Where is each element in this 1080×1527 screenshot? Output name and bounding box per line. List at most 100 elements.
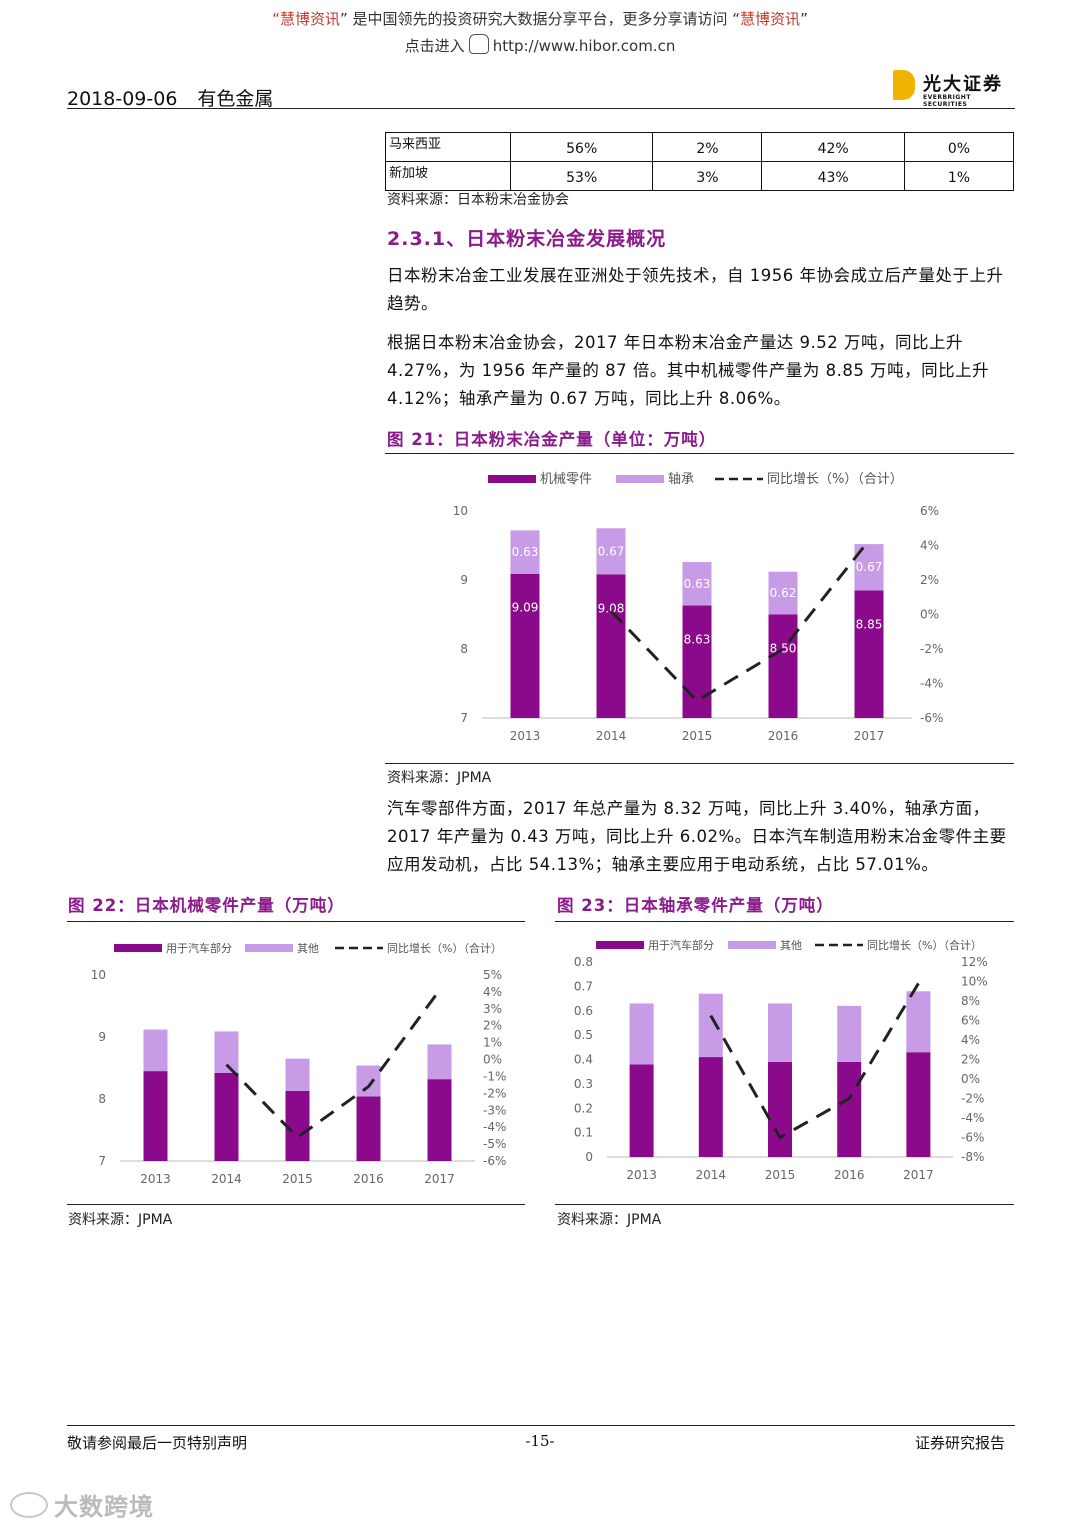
- bar-segment-dark: [143, 1071, 168, 1161]
- y-tick-label: 7: [460, 711, 468, 725]
- banner-brand[interactable]: 慧博资讯: [279, 10, 340, 28]
- banner-brand-2[interactable]: 慧博资讯: [740, 10, 801, 28]
- x-tick-label: 2016: [353, 1172, 384, 1186]
- y2-tick-label: -2%: [483, 1086, 506, 1100]
- report-sector: 有色金属: [197, 88, 274, 110]
- x-tick-label: 2014: [696, 1168, 727, 1182]
- legend-label: 其他: [297, 942, 319, 955]
- x-tick-label: 2016: [834, 1168, 865, 1182]
- y-tick-label: 7: [98, 1154, 106, 1168]
- bar-segment-dark: [768, 1061, 792, 1157]
- y2-tick-label: 2%: [961, 1053, 980, 1067]
- bar-data-label: 9.08: [598, 601, 625, 615]
- y-tick-label: 0.7: [574, 979, 593, 993]
- fig22-title: 图 22：日本机械零件产量（万吨）: [68, 896, 345, 915]
- y2-tick-label: -3%: [483, 1103, 506, 1117]
- table-cell: 56%: [509, 132, 654, 162]
- y2-tick-label: 1%: [483, 1036, 502, 1050]
- table-row: 新加坡 53% 3% 43% 1%: [385, 161, 1015, 191]
- bar-segment-light: [427, 1044, 452, 1080]
- fig21-chart: 机械零件 轴承 同比增长（%）（合计） 7 8 9 10 -6% -4% -2% 0% 2% 4% 6% 9…: [453, 472, 944, 743]
- y-tick-label: 0.1: [574, 1126, 593, 1140]
- legend-label: 轴承: [668, 472, 694, 487]
- y2-tick-label: 2%: [483, 1019, 502, 1033]
- bar-segment-dark: [356, 1096, 381, 1161]
- legend-swatch-dark: [596, 941, 644, 949]
- x-tick-label: 2016: [768, 729, 799, 743]
- y-tick-label: 0.2: [574, 1101, 593, 1115]
- y2-tick-label: -4%: [961, 1111, 984, 1125]
- page-number: -15-: [525, 1432, 555, 1450]
- banner-enter-text: 点击进入: [404, 37, 465, 55]
- fig22-source: 资料来源：JPMA: [68, 1212, 173, 1228]
- bar-segment-light: [596, 528, 626, 575]
- table-cell: 0%: [903, 132, 1015, 162]
- y2-tick-label: 6%: [961, 1014, 980, 1028]
- paragraph-1: 日本粉末冶金工业发展在亚洲处于领先技术，自 1956 年协会成立后产量处于上升趋…: [387, 266, 1004, 313]
- banner-text: ” 是中国领先的投资研究大数据分享平台，更多分享请访问 “: [339, 10, 741, 28]
- y-tick-label: 0.5: [574, 1028, 593, 1042]
- x-tick-label: 2015: [765, 1168, 796, 1182]
- legend-label: 用于汽车部分: [648, 938, 714, 952]
- yoy-growth-line: [225, 989, 441, 1140]
- y2-tick-label: 0%: [961, 1072, 980, 1086]
- bar-segment-light: [906, 991, 931, 1053]
- fig23-title: 图 23：日本轴承零件产量（万吨）: [557, 896, 834, 915]
- logo-text-cn: 光大证券: [923, 74, 1003, 95]
- paragraph-3: 汽车零部件方面，2017 年总产量为 8.32 万吨，同比上升 3.40%，轴承…: [387, 799, 1007, 874]
- bar-segment-light: [285, 1058, 310, 1091]
- legend-swatch-dark: [488, 475, 536, 483]
- legend-label: 机械零件: [540, 472, 592, 487]
- logo-mark-icon: [893, 70, 915, 100]
- report-date: 2018-09-06: [67, 88, 178, 110]
- x-tick-label: 2017: [854, 729, 885, 743]
- y2-tick-label: 6%: [920, 504, 939, 518]
- table-cell: 53%: [509, 161, 654, 191]
- watermark-logo-icon: [10, 1492, 48, 1518]
- pointer-hand-icon: [468, 34, 489, 54]
- paragraph-2: 根据日本粉末冶金协会，2017 年日本粉末冶金产量达 9.52 万吨，同比上升 …: [387, 333, 990, 408]
- y-tick-label: 9: [460, 573, 468, 587]
- fig23-bottom-rule: [555, 1204, 1014, 1205]
- y2-tick-label: -8%: [961, 1150, 984, 1164]
- legend-label: 同比增长（%）（合计）: [867, 938, 982, 952]
- y2-tick-label: -4%: [920, 677, 943, 691]
- x-tick-label: 2015: [282, 1172, 313, 1186]
- legend-label: 其他: [780, 939, 802, 952]
- x-tick-label: 2013: [140, 1172, 171, 1186]
- fig21-source: 资料来源：JPMA: [387, 770, 492, 786]
- legend-swatch-light: [245, 944, 293, 952]
- fig23-chart: 用于汽车部分 其他 同比增长（%）（合计） 0 0.1 0.2 0.3 0.4 0.5 0.6 0.…: [574, 938, 988, 1182]
- table-source: 资料来源：日本粉末冶金协会: [387, 192, 569, 208]
- bar-segment-light: [510, 530, 540, 574]
- fig22-top-rule: [67, 921, 525, 922]
- legend-label: 同比增长（%）（合计）: [387, 941, 502, 955]
- x-tick-label: 2013: [626, 1168, 657, 1182]
- y2-tick-label: 0%: [920, 608, 939, 622]
- y2-tick-label: 2%: [920, 573, 939, 587]
- y2-tick-label: 12%: [961, 955, 988, 969]
- banner-url-link[interactable]: http://www.hibor.com.cn: [492, 37, 676, 55]
- legend-swatch-light: [728, 941, 776, 949]
- fig22-bottom-rule: [67, 1204, 525, 1205]
- top-banner: “慧博资讯” 是中国领先的投资研究大数据分享平台，更多分享请访问 “慧博资讯”: [0, 8, 1080, 29]
- table-row: 马来西亚 56% 2% 42% 0%: [385, 132, 1015, 162]
- y2-tick-label: -4%: [483, 1120, 506, 1134]
- bar-segment-dark: [682, 605, 712, 718]
- y2-tick-label: 4%: [961, 1033, 980, 1047]
- bar-segment-dark: [906, 1052, 931, 1157]
- bar-segment-dark: [214, 1072, 239, 1161]
- bar-segment-dark: [768, 614, 798, 718]
- y2-tick-label: 10%: [961, 975, 988, 989]
- y2-tick-label: -2%: [920, 642, 943, 656]
- y2-tick-label: -6%: [961, 1131, 984, 1145]
- bar-segment-light: [356, 1065, 381, 1097]
- y-tick-label: 0.3: [574, 1077, 593, 1091]
- bar-segment-dark: [698, 1057, 723, 1157]
- fig21-bottom-rule: [385, 763, 1014, 764]
- fig21-top-rule: [385, 453, 1014, 454]
- bar-data-label: 9.09: [512, 601, 539, 615]
- y2-tick-label: 4%: [920, 539, 939, 553]
- y2-tick-label: -6%: [483, 1154, 506, 1168]
- table-cell-country: 新加坡: [385, 161, 511, 191]
